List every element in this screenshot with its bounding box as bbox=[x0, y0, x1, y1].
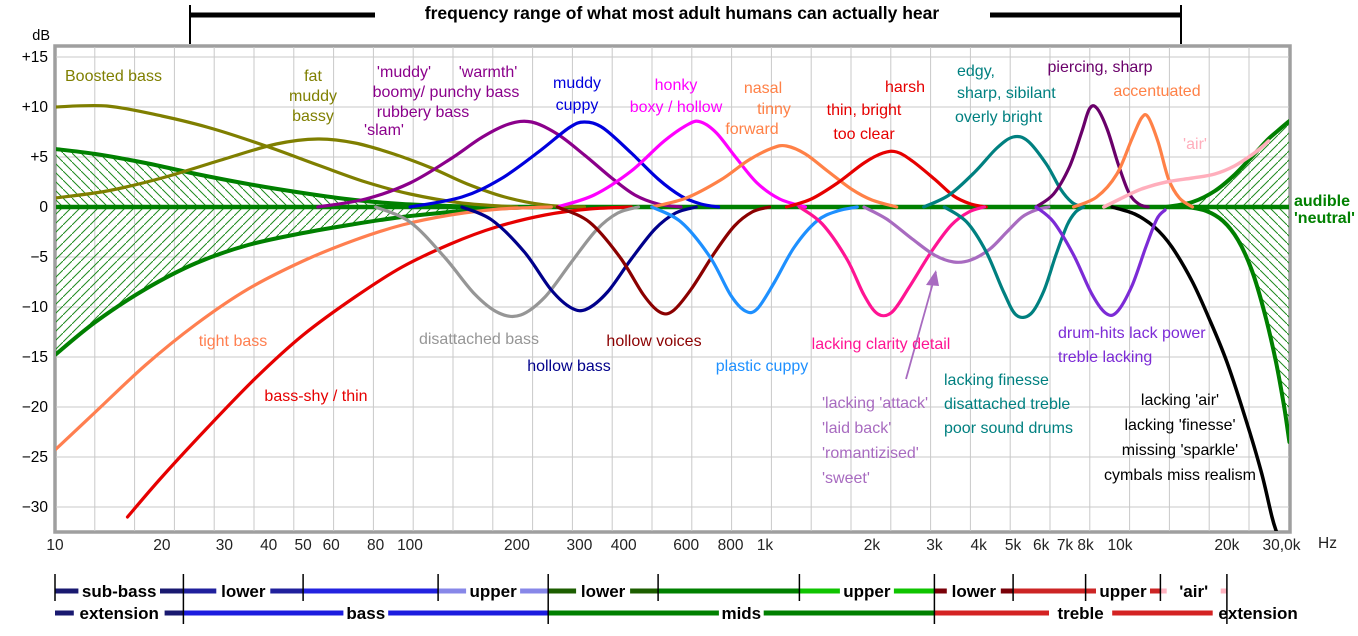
curve-hollow-bass bbox=[460, 205, 698, 313]
x-tick-label: 60 bbox=[323, 537, 341, 554]
lacking-clarity-arrow bbox=[905, 270, 939, 380]
curves bbox=[56, 103, 1289, 531]
x-tick-label: 2k bbox=[864, 537, 881, 554]
band-label: lower bbox=[952, 582, 997, 601]
y-tick-label: −20 bbox=[22, 399, 49, 416]
x-tick-label: 40 bbox=[260, 537, 278, 554]
neutral-hatch-left-lower bbox=[56, 207, 539, 355]
band-label: extension bbox=[80, 604, 159, 623]
x-tick-label: 800 bbox=[718, 537, 744, 554]
hearing-range-bracket bbox=[189, 5, 1182, 44]
x-tick-label: 1k bbox=[757, 537, 774, 554]
y-axis: +15 +10 +5 0 −5 −10 −15 −20 −25 −30 bbox=[22, 49, 49, 516]
curve-treble-rolloff bbox=[1110, 205, 1279, 531]
x-tick-label: 50 bbox=[294, 537, 312, 554]
band-separators bbox=[54, 574, 1228, 624]
x-tick-label: 20 bbox=[153, 537, 171, 554]
band-label: treble bbox=[1057, 604, 1103, 623]
band-label: upper bbox=[843, 582, 891, 601]
x-tick-label: 6k bbox=[1033, 537, 1050, 554]
x-tick-label: 20k bbox=[1214, 537, 1239, 554]
curve-accentuated bbox=[1072, 112, 1195, 209]
curve-air bbox=[1102, 139, 1271, 209]
band-label: mids bbox=[721, 604, 761, 623]
x-tick-label: 10 bbox=[46, 537, 64, 554]
curve-hollow-voices bbox=[555, 205, 772, 316]
neutral-hatch-areas bbox=[56, 121, 1289, 440]
y-tick-label: +5 bbox=[30, 149, 48, 166]
band-row-lower: extension bass mids treble extension bbox=[55, 602, 1304, 623]
band-label: sub-bass bbox=[82, 582, 157, 601]
plot-frame bbox=[53, 44, 1292, 534]
curve-disattached-bass bbox=[374, 205, 640, 319]
y-tick-label: −15 bbox=[22, 349, 48, 366]
y-tick-label: −5 bbox=[30, 249, 48, 266]
band-label: upper bbox=[1099, 582, 1147, 601]
x-tick-label: 7k bbox=[1057, 537, 1074, 554]
curve-neutral-lower-left bbox=[56, 205, 541, 357]
y-tick-label: +15 bbox=[22, 49, 48, 66]
band-label: extension bbox=[1218, 604, 1297, 623]
curve-plastic-cuppy bbox=[650, 205, 859, 315]
neutral-hatch-right-lower bbox=[1187, 207, 1289, 440]
x-tick-label: 300 bbox=[566, 537, 592, 554]
x-tick-label: 30 bbox=[216, 537, 234, 554]
y-tick-label: −25 bbox=[22, 449, 48, 466]
curve-neutral-lower-right bbox=[1185, 205, 1289, 444]
band-row-upper: sub-bass lower upper lower upper lower upper 'a… bbox=[55, 580, 1227, 601]
curve-fat-muddy-bassy bbox=[56, 137, 586, 209]
curve-nasal-tinny-forward bbox=[650, 143, 899, 209]
curve-edgy-sharp-sibilant bbox=[922, 134, 1084, 209]
x-tick-label: 600 bbox=[673, 537, 699, 554]
curve-lacking-clarity-detail bbox=[797, 205, 986, 318]
curve-boosted-bass bbox=[56, 103, 519, 209]
curve-lacking-attack bbox=[862, 205, 1051, 264]
neutral-hatch-right-upper bbox=[1166, 121, 1289, 207]
band-label: bass bbox=[346, 604, 385, 623]
y-tick-label: −30 bbox=[22, 499, 49, 516]
x-tick-label: 8k bbox=[1077, 537, 1094, 554]
x-tick-label: 4k bbox=[971, 537, 988, 554]
curve-neutral-upper-right bbox=[1164, 119, 1289, 209]
x-axis: 10 20 30 40 50 60 80 100 200 300 400 600 800 1k 2k 3k 4k… bbox=[46, 537, 1300, 554]
neutral-hatch-left-upper bbox=[56, 149, 492, 207]
curve-honky-boxy-hollow bbox=[555, 119, 807, 209]
curve-lacking-finesse bbox=[942, 205, 1086, 319]
curve-muddy-boomy-punchy bbox=[316, 119, 683, 209]
curve-thin-bright-harsh bbox=[784, 149, 988, 209]
frequency-bands: sub-bass lower upper lower upper lower upper 'a… bbox=[54, 574, 1304, 624]
x-tick-label: 3k bbox=[926, 537, 943, 554]
band-label: upper bbox=[469, 582, 517, 601]
x-tick-label: 5k bbox=[1005, 537, 1022, 554]
x-tick-label: 80 bbox=[367, 537, 385, 554]
x-tick-label: 10k bbox=[1108, 537, 1133, 554]
band-label: 'air' bbox=[1179, 582, 1208, 601]
x-tick-label: 200 bbox=[504, 537, 530, 554]
x-tick-label: 30,0k bbox=[1263, 537, 1301, 554]
curve-piercing-sharp bbox=[1034, 104, 1150, 209]
y-tick-label: 0 bbox=[39, 199, 48, 216]
curve-muddy-cuppy bbox=[408, 120, 721, 209]
gridlines bbox=[56, 47, 1289, 531]
curve-bass-shy-thin bbox=[125, 205, 633, 519]
curve-tight-bass bbox=[56, 205, 553, 452]
y-tick-label: −10 bbox=[22, 299, 49, 316]
x-tick-label: 100 bbox=[397, 537, 423, 554]
band-label: lower bbox=[581, 582, 626, 601]
x-tick-label: 400 bbox=[611, 537, 637, 554]
curve-drum-hits-lack-power bbox=[1034, 205, 1167, 317]
y-tick-label: +10 bbox=[22, 99, 49, 116]
band-label: lower bbox=[221, 582, 266, 601]
